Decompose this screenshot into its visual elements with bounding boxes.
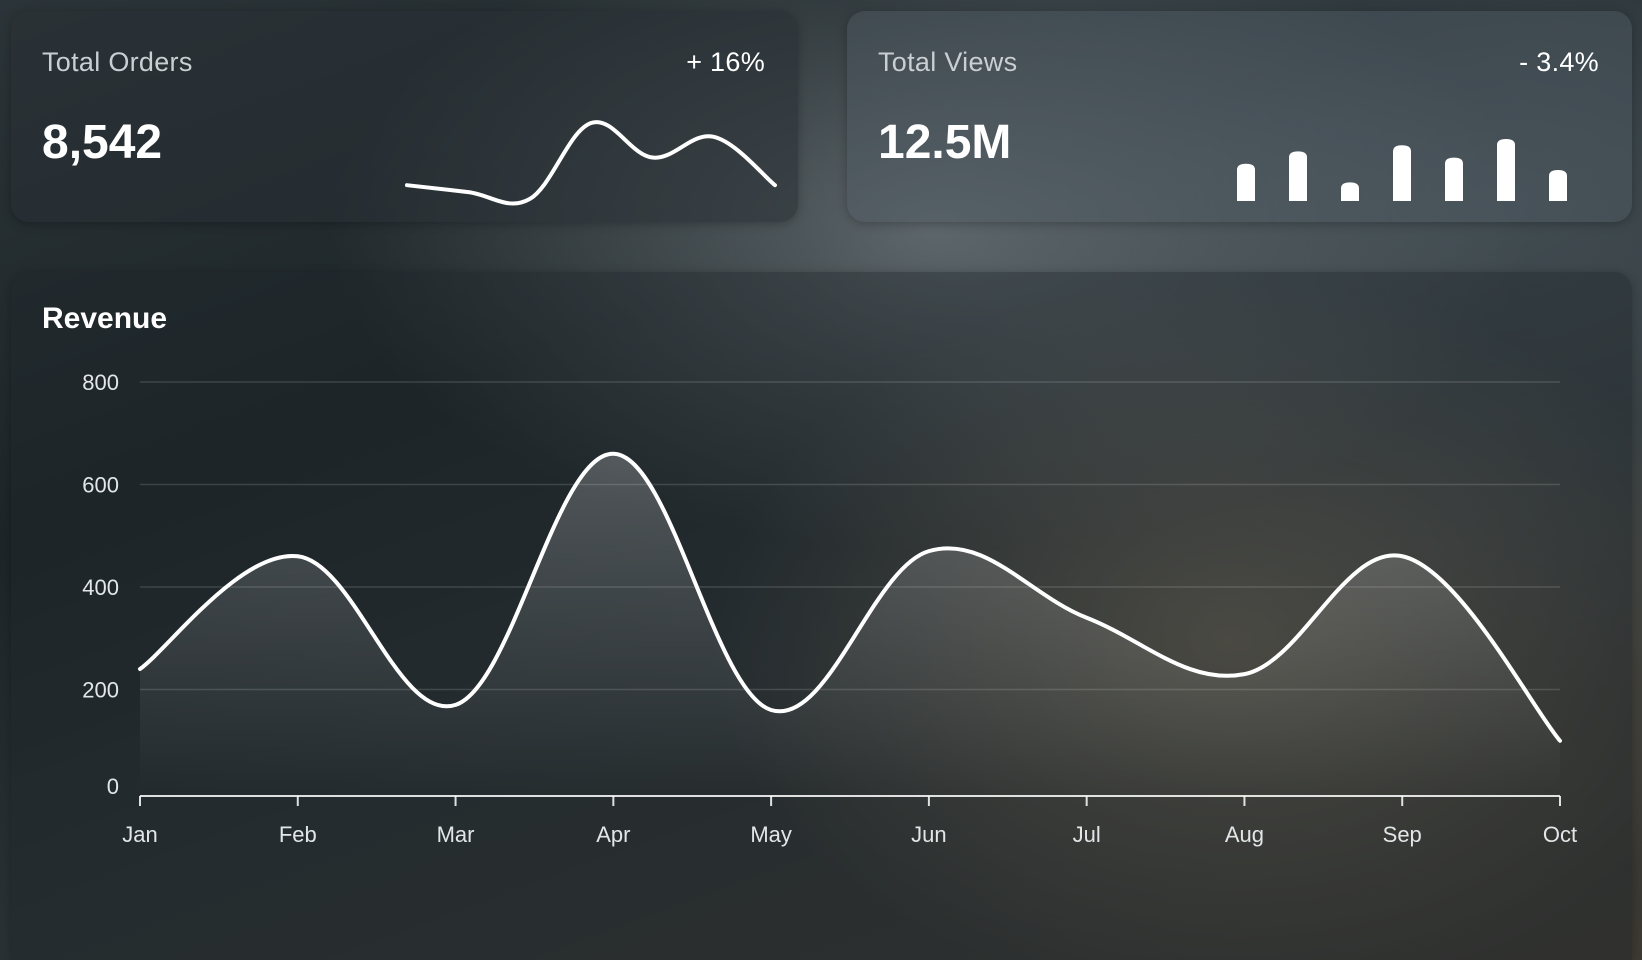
- views-bar: [1393, 145, 1411, 201]
- views-bar: [1445, 157, 1463, 201]
- revenue-area: [140, 453, 1560, 792]
- x-tick-label: Jul: [1073, 822, 1101, 847]
- x-tick-label: May: [750, 822, 792, 847]
- y-tick-label: 0: [107, 774, 119, 799]
- total-views-change: - 3.4%: [1519, 47, 1599, 77]
- revenue-card: Revenue 0 200 400 600 800 Jan Feb Mar Apr May Jun…: [11, 272, 1632, 960]
- x-tick-label: Mar: [437, 822, 475, 847]
- views-bar: [1237, 163, 1255, 201]
- total-views-card: Total Views - 3.4% 12.5M: [847, 11, 1632, 222]
- revenue-y-axis: 0 200 400 600 800: [82, 370, 119, 799]
- revenue-x-axis: Jan Feb Mar Apr May Jun Jul Aug Sep Oct: [122, 795, 1577, 847]
- revenue-line: [138, 451, 1562, 743]
- total-orders-card: Total Orders + 16% 8,542: [11, 11, 798, 222]
- views-bar: [1289, 151, 1307, 201]
- total-orders-label: Total Orders: [42, 47, 193, 77]
- x-tick-label: Sep: [1383, 822, 1422, 847]
- y-tick-label: 600: [82, 473, 119, 498]
- views-bar-sparkline: [1237, 139, 1567, 201]
- total-views-label: Total Views: [878, 47, 1018, 77]
- total-views-value: 12.5M: [878, 116, 1012, 169]
- orders-sparkline: [405, 120, 777, 206]
- views-bar: [1549, 170, 1567, 201]
- total-orders-value: 8,542: [42, 116, 163, 169]
- total-orders-change: + 16%: [686, 47, 765, 77]
- views-bar: [1341, 182, 1359, 201]
- x-tick-label: Oct: [1543, 822, 1577, 847]
- orders-sparkline-line: [405, 120, 777, 206]
- x-tick-label: Jan: [122, 822, 157, 847]
- y-tick-label: 800: [82, 370, 119, 395]
- revenue-chart: 0 200 400 600 800 Jan Feb Mar Apr May Jun Jul Aug Se…: [82, 370, 1577, 847]
- x-tick-label: Apr: [596, 822, 630, 847]
- y-tick-label: 200: [82, 678, 119, 703]
- x-tick-label: Feb: [279, 822, 317, 847]
- x-tick-label: Aug: [1225, 822, 1264, 847]
- x-tick-label: Jun: [911, 822, 946, 847]
- views-bar: [1497, 139, 1515, 201]
- revenue-title: Revenue: [42, 302, 168, 335]
- y-tick-label: 400: [82, 575, 119, 600]
